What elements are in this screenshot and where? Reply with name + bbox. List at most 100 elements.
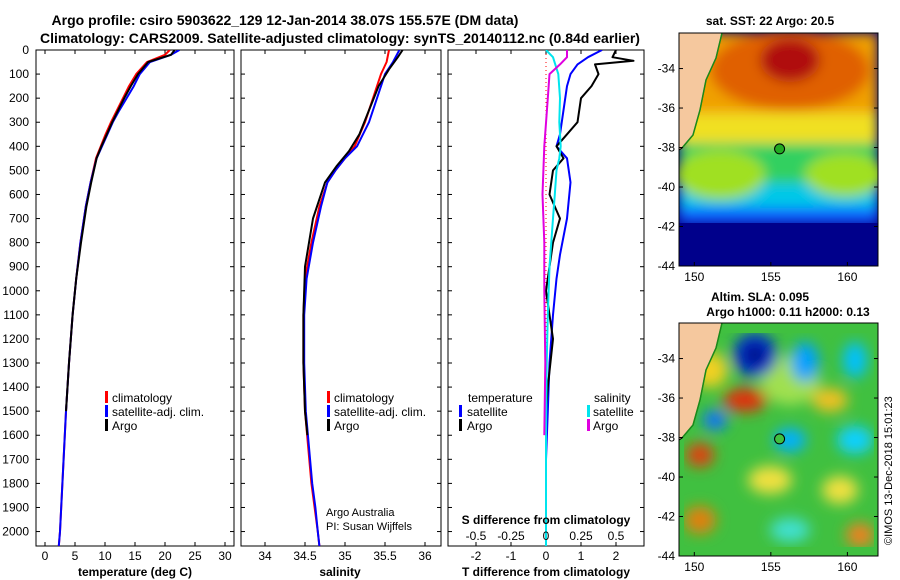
temperature-xlabel: temperature (deg C) (78, 565, 192, 579)
difference-legend: temperature salinity satellite Argo sate… (459, 391, 634, 433)
depth-tick-label: 200 (9, 91, 29, 105)
lat-tick-label: -34 (658, 352, 676, 366)
legend-swatch-t-argo (459, 419, 462, 431)
sst-map-frame (678, 32, 879, 267)
sst-map-ticks: 150 155 160 -34 -36 -38 -40 -42 -44 (658, 62, 878, 284)
legend-label-argo: Argo (334, 419, 360, 433)
difference-xlabel: T difference from climatology (462, 565, 630, 579)
salinity-ticks: 34 34.5 35 35.5 36 (241, 49, 441, 563)
x-tick-label: 36 (418, 549, 432, 563)
x-tick-label: 25 (188, 549, 202, 563)
temperature-frame (35, 49, 235, 547)
legend-swatch-satellite (327, 405, 330, 417)
argo-line (65, 50, 176, 412)
legend-label-climatology: climatology (334, 391, 394, 405)
lon-tick-label: 160 (837, 270, 857, 284)
depth-tick-label: 1700 (2, 452, 29, 466)
legend-label-satellite: satellite-adj. clim. (334, 405, 426, 419)
imos-timestamp: ©IMOS 13-Dec-2018 15:01:23 (883, 396, 895, 545)
x-tick-label: 0 (42, 549, 49, 563)
legend-label-climatology: climatology (112, 391, 172, 405)
lat-tick-label: -38 (658, 141, 676, 155)
sla-map-frame (678, 322, 879, 557)
x-tick-label: 1 (578, 549, 585, 563)
difference-panel: -2 -1 0 1 2 T difference from climatology S … (447, 49, 645, 579)
title-line-2: Climatology: CARS2009. Satellite-adjuste… (40, 30, 640, 46)
lat-tick-label: -40 (658, 470, 676, 484)
lon-tick-label: 150 (684, 270, 704, 284)
depth-tick-label: 600 (9, 187, 29, 201)
temperature-legend: climatology satellite-adj. clim. Argo (105, 391, 204, 433)
s-tick-label: 0 (543, 529, 550, 543)
legend-label-argo: Argo (112, 419, 138, 433)
temperature-lines (57, 50, 180, 546)
s-difference-label: S difference from climatology (462, 513, 631, 527)
s-tick-label: 0.5 (608, 529, 625, 543)
x-tick-label: 35 (338, 549, 352, 563)
legend-swatch-climatology (327, 391, 330, 403)
lat-tick-label: -44 (658, 549, 676, 563)
sla-coastline (681, 323, 723, 439)
legend-label-satellite: satellite-adj. clim. (112, 405, 204, 419)
sst-map-field (679, 33, 878, 266)
x-tick-label: 34.5 (293, 549, 317, 563)
s-argo-line (541, 50, 568, 436)
depth-tick-label: 0 (22, 43, 29, 57)
lat-tick-label: -38 (658, 431, 676, 445)
lon-tick-label: 155 (761, 270, 781, 284)
legend-label-t-argo: Argo (467, 419, 493, 433)
sla-map-ticks: 150 155 160 -34 -36 -38 -40 -42 -44 (658, 352, 878, 574)
climatology-line (302, 50, 390, 546)
lat-tick-label: -44 (658, 259, 676, 273)
legend-swatch-argo (105, 419, 108, 431)
satellite-adj-clim-line (57, 50, 180, 546)
depth-tick-label: 900 (9, 260, 29, 274)
depth-tick-label: 1900 (2, 500, 29, 514)
legend-label-t-satellite: satellite (467, 405, 508, 419)
lon-tick-label: 155 (761, 560, 781, 574)
credit-argo-australia: Argo Australia (326, 507, 395, 519)
legend-label-s-satellite: satellite (593, 405, 634, 419)
s-tick-label: -0.25 (497, 529, 525, 543)
lat-tick-label: -36 (658, 101, 676, 115)
s-tick-label: 0.25 (569, 529, 593, 543)
depth-tick-label: 1300 (2, 356, 29, 370)
x-tick-label: 34 (258, 549, 272, 563)
sla-map: Altim. SLA: 0.095 Argo h1000: 0.11 h2000… (658, 290, 879, 574)
sst-map-title: sat. SST: 22 Argo: 20.5 (706, 14, 835, 28)
lat-tick-label: -42 (658, 220, 676, 234)
s-tick-label: -0.5 (466, 529, 487, 543)
x-tick-label: 2 (613, 549, 620, 563)
lon-tick-label: 150 (684, 560, 704, 574)
depth-tick-label: 1400 (2, 380, 29, 394)
depth-tick-label: 100 (9, 67, 29, 81)
sst-coastline (681, 33, 723, 149)
s-satellite-line (545, 50, 562, 546)
legend-title-temperature: temperature (468, 391, 533, 405)
legend-swatch-s-satellite (587, 405, 590, 417)
difference-lines (541, 50, 635, 546)
sst-map: sat. SST: 22 Argo: 20.5 150 155 160 -34 -36 -… (658, 14, 879, 284)
lat-tick-label: -42 (658, 510, 676, 524)
x-tick-label: 15 (128, 549, 142, 563)
lat-tick-label: -40 (658, 180, 676, 194)
depth-axis-labels: 0 100 200 300 400 500 600 700 800 900 1000 1100 1200… (2, 43, 29, 539)
legend-title-salinity: salinity (594, 391, 631, 405)
legend-label-s-argo: Argo (593, 419, 619, 433)
x-tick-label: 0 (543, 549, 550, 563)
sla-map-title-2: Argo h1000: 0.11 h2000: 0.13 (706, 305, 870, 319)
depth-tick-label: 1100 (3, 308, 29, 322)
lon-tick-label: 160 (837, 560, 857, 574)
depth-tick-label: 1200 (2, 332, 29, 346)
difference-ticks: -2 -1 0 1 2 (448, 49, 644, 563)
salinity-frame (240, 49, 442, 547)
lat-tick-label: -34 (658, 62, 676, 76)
s-difference-ticks: -0.5 -0.25 0 0.25 0.5 (466, 529, 625, 543)
x-tick-label: 30 (218, 549, 232, 563)
argo-line (302, 50, 404, 436)
t-satellite-line (545, 50, 603, 546)
depth-tick-label: 500 (9, 163, 29, 177)
title-line-1: Argo profile: csiro 5903622_129 12-Jan-2… (52, 12, 519, 28)
depth-tick-label: 2000 (2, 525, 29, 539)
